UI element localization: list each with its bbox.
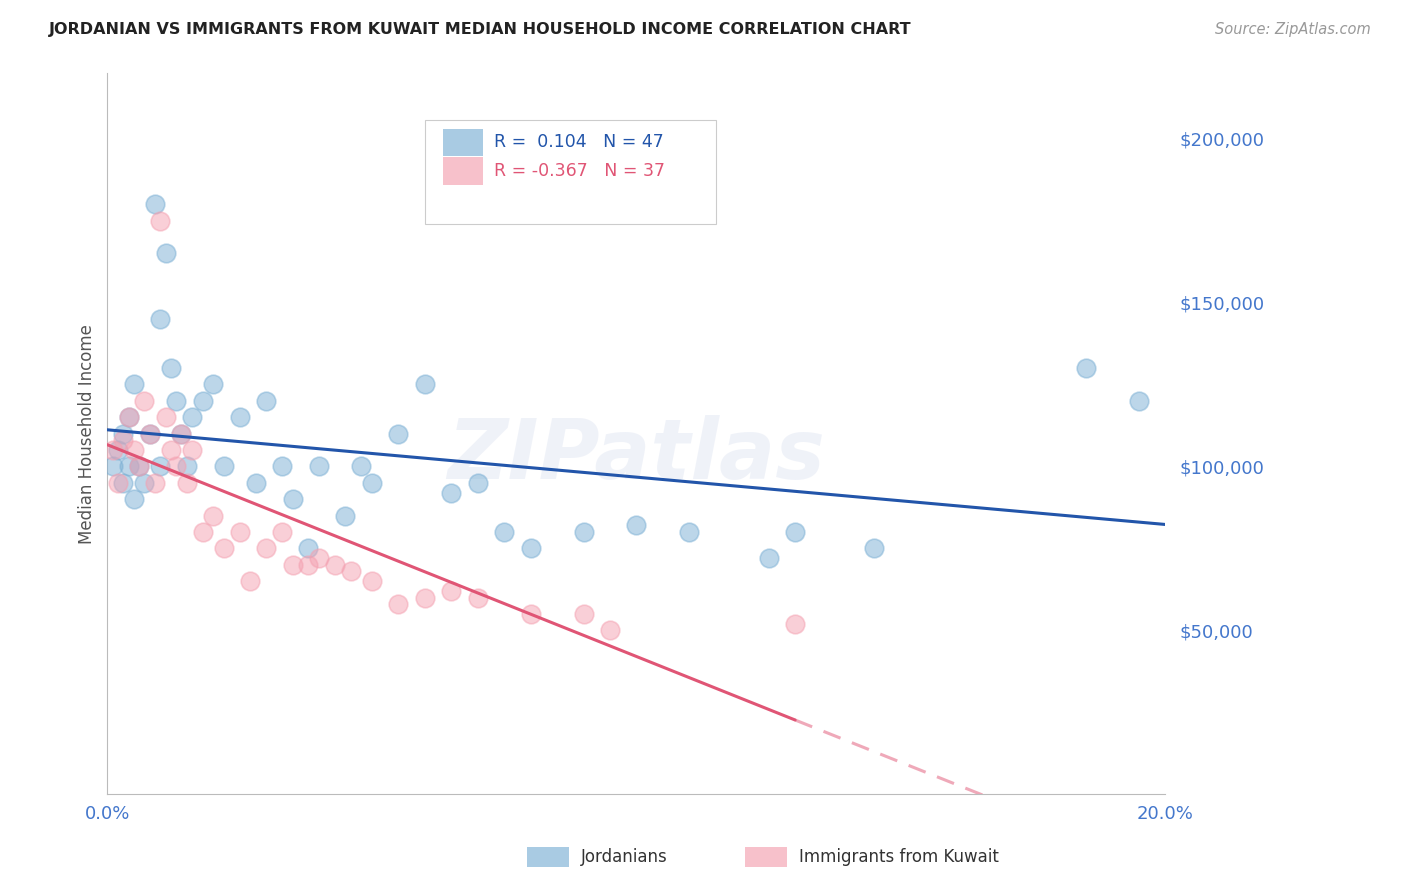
Point	[413, 591, 436, 605]
Point	[143, 197, 166, 211]
Point	[387, 426, 409, 441]
Point	[785, 524, 807, 539]
Point	[1074, 361, 1097, 376]
Point	[149, 213, 172, 227]
Text: R =  0.104   N = 47: R = 0.104 N = 47	[494, 133, 664, 152]
Point	[160, 443, 183, 458]
Point	[350, 459, 373, 474]
Point	[467, 591, 489, 605]
Point	[143, 475, 166, 490]
Point	[297, 558, 319, 572]
Point	[122, 443, 145, 458]
Point	[191, 393, 214, 408]
Point	[138, 426, 160, 441]
Point	[271, 524, 294, 539]
Point	[176, 475, 198, 490]
Point	[176, 459, 198, 474]
Point	[519, 541, 541, 556]
Point	[335, 508, 357, 523]
Point	[149, 459, 172, 474]
Point	[117, 459, 139, 474]
Point	[101, 443, 124, 458]
Point	[181, 410, 204, 425]
Point	[122, 377, 145, 392]
Point	[134, 393, 156, 408]
Point	[413, 377, 436, 392]
Point	[308, 551, 330, 566]
Point	[107, 475, 129, 490]
Point	[202, 508, 225, 523]
Point	[245, 475, 267, 490]
Point	[170, 426, 193, 441]
Point	[440, 485, 463, 500]
Text: Immigrants from Kuwait: Immigrants from Kuwait	[799, 848, 998, 866]
Point	[254, 541, 277, 556]
Point	[117, 410, 139, 425]
Text: R = -0.367   N = 37: R = -0.367 N = 37	[494, 162, 665, 180]
Point	[170, 426, 193, 441]
Point	[271, 459, 294, 474]
FancyBboxPatch shape	[425, 120, 716, 225]
Point	[138, 426, 160, 441]
Point	[467, 475, 489, 490]
Point	[758, 551, 780, 566]
Point	[440, 584, 463, 599]
Point	[494, 524, 516, 539]
Point	[101, 459, 124, 474]
FancyBboxPatch shape	[443, 128, 484, 156]
Point	[155, 410, 177, 425]
Point	[361, 475, 384, 490]
Point	[863, 541, 886, 556]
Point	[228, 524, 250, 539]
Text: Source: ZipAtlas.com: Source: ZipAtlas.com	[1215, 22, 1371, 37]
Point	[239, 574, 262, 589]
Point	[626, 518, 648, 533]
Point	[785, 616, 807, 631]
Point	[122, 492, 145, 507]
Point	[128, 459, 150, 474]
Point	[202, 377, 225, 392]
Point	[228, 410, 250, 425]
Point	[128, 459, 150, 474]
Point	[212, 459, 235, 474]
Point	[181, 443, 204, 458]
Point	[160, 361, 183, 376]
Point	[254, 393, 277, 408]
Point	[281, 492, 304, 507]
Point	[165, 459, 187, 474]
Point	[599, 624, 621, 638]
Point	[361, 574, 384, 589]
Point	[678, 524, 700, 539]
Point	[519, 607, 541, 621]
Point	[112, 434, 135, 448]
Text: ZIPatlas: ZIPatlas	[447, 415, 825, 496]
Point	[107, 443, 129, 458]
Point	[323, 558, 346, 572]
Point	[155, 246, 177, 260]
Point	[281, 558, 304, 572]
Point	[1128, 393, 1150, 408]
Point	[572, 524, 595, 539]
Point	[387, 597, 409, 611]
Point	[112, 426, 135, 441]
Point	[165, 393, 187, 408]
Point	[308, 459, 330, 474]
Point	[339, 565, 361, 579]
Point	[112, 475, 135, 490]
Text: JORDANIAN VS IMMIGRANTS FROM KUWAIT MEDIAN HOUSEHOLD INCOME CORRELATION CHART: JORDANIAN VS IMMIGRANTS FROM KUWAIT MEDI…	[49, 22, 912, 37]
Point	[572, 607, 595, 621]
Point	[297, 541, 319, 556]
Text: Jordanians: Jordanians	[581, 848, 668, 866]
Point	[191, 524, 214, 539]
Point	[117, 410, 139, 425]
Point	[149, 312, 172, 326]
Point	[212, 541, 235, 556]
Point	[134, 475, 156, 490]
FancyBboxPatch shape	[443, 157, 484, 185]
Y-axis label: Median Household Income: Median Household Income	[79, 324, 96, 543]
